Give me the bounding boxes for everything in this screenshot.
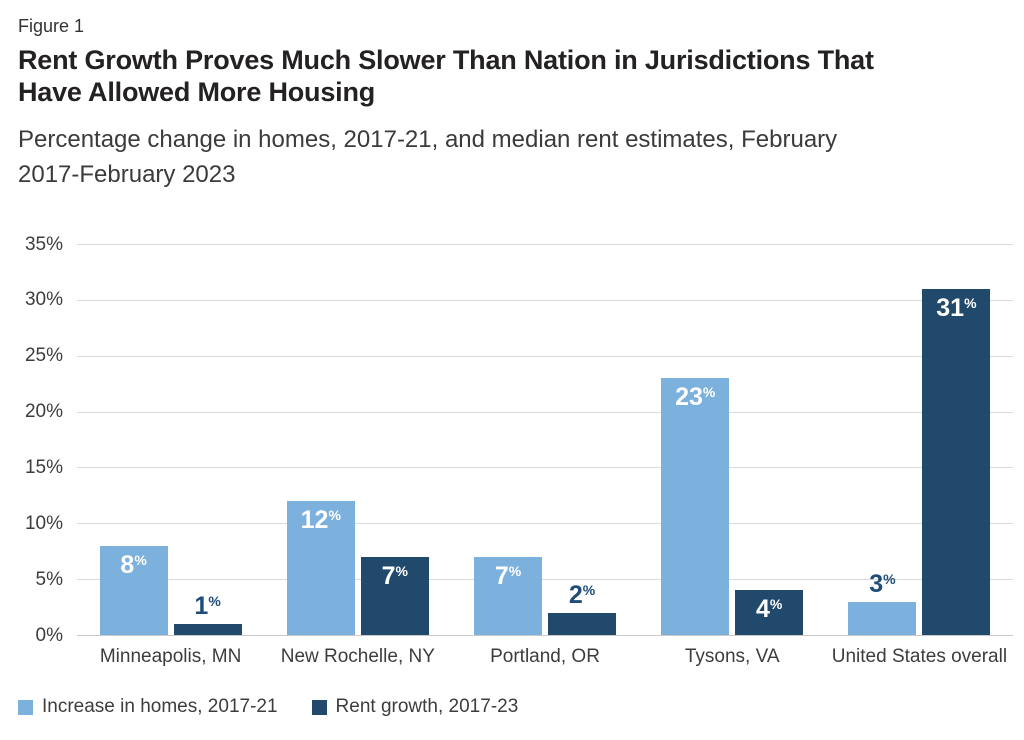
bar-series1-4: 31% xyxy=(922,288,991,635)
bar-value-label: 31% xyxy=(936,293,977,322)
bar-series1-2: 2% xyxy=(548,581,616,635)
bar-group-4: 3% 31% xyxy=(826,244,1013,635)
chart-subtitle-line-1: Percentage change in homes, 2017-21, and… xyxy=(18,126,838,153)
legend-item-1: Rent growth, 2017-23 xyxy=(311,696,519,718)
y-tick-label-25: 25% xyxy=(24,345,63,367)
x-axis-label-3: Tysons, VA xyxy=(684,646,780,667)
gridline-5: 5% xyxy=(36,569,1013,590)
legend-item-0: Increase in homes, 2017-21 xyxy=(18,696,278,718)
bar-groups: 8% 1% 12% 7% 7% 2% 23% 4% 3% 31% xyxy=(77,244,1013,635)
legend-swatch-icon xyxy=(18,699,33,715)
bar-value-label: 7% xyxy=(494,561,522,590)
legend-label: Increase in homes, 2017-21 xyxy=(42,696,278,717)
bar-value-label: 3% xyxy=(869,569,896,598)
bar-group-3: 23% 4% xyxy=(639,244,826,635)
y-tick-label-15: 15% xyxy=(24,456,63,478)
x-axis-label-0: Minneapolis, MN xyxy=(99,646,242,667)
bar-series0-2: 7% xyxy=(474,556,542,635)
y-tick-label-10: 10% xyxy=(24,512,63,534)
y-tick-label-35: 35% xyxy=(24,233,63,255)
bar-value-label: 2% xyxy=(568,580,596,609)
chart-title: Rent Growth Proves Much Slower Than Nati… xyxy=(18,44,874,108)
bar-value-label: 4% xyxy=(756,595,783,624)
x-axis-category-labels: Minneapolis, MN New Rochelle, NY Portland,… xyxy=(77,646,1013,668)
gridline-30: 30% xyxy=(25,289,1013,310)
bar-group-0: 8% 1% xyxy=(77,244,264,635)
x-axis-label-2: Portland, OR xyxy=(490,646,600,667)
chart-subtitle-line-2: 2017-February 2023 xyxy=(18,161,236,188)
figure-label: Figure 1 xyxy=(18,16,85,36)
bar-group-2: 7% 2% xyxy=(451,244,638,635)
gridline-10: 10% xyxy=(25,513,1013,534)
bar-value-label: 23% xyxy=(675,383,716,412)
gridline-20: 20% xyxy=(25,401,1013,422)
bar-series0-4: 3% xyxy=(848,570,917,635)
bar-series0-1: 12% xyxy=(286,500,355,635)
bar-value-label: 8% xyxy=(120,550,147,579)
x-axis-label-1: New Rochelle, NY xyxy=(280,646,435,667)
bar-series0-3: 23% xyxy=(661,378,730,635)
chart-title-line-2: Have Allowed More Housing xyxy=(18,77,376,107)
bar-series0-0: 8% xyxy=(99,545,168,635)
chart-subtitle: Percentage change in homes, 2017-21, and… xyxy=(18,122,837,192)
bar-series1-3: 4% xyxy=(735,590,804,635)
bar-value-label: 12% xyxy=(300,505,341,534)
legend-label: Rent growth, 2017-23 xyxy=(335,696,519,717)
gridline-15: 15% xyxy=(25,457,1013,478)
y-tick-label-5: 5% xyxy=(35,568,63,590)
y-tick-label-0: 0% xyxy=(35,624,63,646)
chart-legend: Increase in homes, 2017-21 Rent growth, 2… xyxy=(18,696,518,718)
gridline-35: 35% xyxy=(25,234,1013,255)
bar-value-label: 1% xyxy=(194,591,221,620)
x-axis-label-4: United States overall xyxy=(831,646,1008,667)
chart-title-line-1: Rent Growth Proves Much Slower Than Nati… xyxy=(18,45,874,75)
bar-series1-1: 7% xyxy=(360,556,429,635)
bar-series1-0: 1% xyxy=(173,592,242,635)
bar-value-label: 7% xyxy=(381,561,408,590)
gridline-0: 0% xyxy=(36,625,1013,646)
bar-group-1: 12% 7% xyxy=(264,244,451,635)
bar-chart-plot-area: 35% 30% 25% 20% 15% 10% 5% 0% 8% 1% 12% 7% 7% 2% 23% 4… xyxy=(25,234,1013,646)
y-tick-label-30: 30% xyxy=(24,289,63,311)
y-tick-label-20: 20% xyxy=(24,401,63,423)
gridline-25: 25% xyxy=(25,345,1013,366)
legend-swatch-icon xyxy=(311,699,327,715)
